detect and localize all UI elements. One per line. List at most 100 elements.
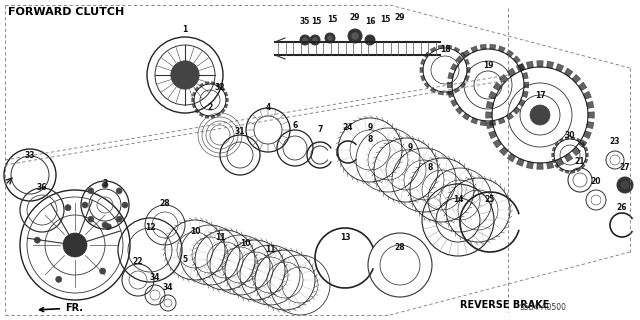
Polygon shape <box>588 112 595 118</box>
Polygon shape <box>583 131 591 139</box>
Polygon shape <box>552 159 556 163</box>
Polygon shape <box>565 170 569 173</box>
Polygon shape <box>555 164 559 168</box>
Text: 25: 25 <box>485 196 495 204</box>
Text: 35: 35 <box>300 18 310 27</box>
Text: 10: 10 <box>240 239 250 249</box>
Polygon shape <box>221 87 225 91</box>
Circle shape <box>171 61 199 89</box>
Text: 30: 30 <box>564 131 575 140</box>
Circle shape <box>116 216 122 222</box>
Polygon shape <box>216 113 221 117</box>
Circle shape <box>300 35 310 45</box>
Text: 26: 26 <box>617 203 627 212</box>
Polygon shape <box>430 47 436 52</box>
Circle shape <box>116 188 122 194</box>
Polygon shape <box>451 63 458 71</box>
Text: 36: 36 <box>36 183 47 193</box>
Circle shape <box>35 237 40 243</box>
Polygon shape <box>490 120 496 126</box>
Text: 11: 11 <box>215 234 225 243</box>
Text: 6: 6 <box>292 121 298 130</box>
Polygon shape <box>564 153 573 162</box>
Polygon shape <box>467 68 470 73</box>
Text: 23: 23 <box>610 138 620 147</box>
Polygon shape <box>584 159 588 163</box>
Text: 31: 31 <box>235 127 245 137</box>
Text: 11: 11 <box>265 245 275 254</box>
Polygon shape <box>526 162 533 169</box>
Polygon shape <box>572 74 580 83</box>
Polygon shape <box>499 118 505 124</box>
Text: 9: 9 <box>367 124 372 132</box>
Text: 15: 15 <box>327 15 337 25</box>
Polygon shape <box>518 63 525 71</box>
Text: 8: 8 <box>367 135 372 145</box>
Polygon shape <box>192 92 196 96</box>
Circle shape <box>100 268 106 274</box>
Polygon shape <box>192 98 194 102</box>
Circle shape <box>303 37 307 43</box>
Text: 28: 28 <box>160 199 170 209</box>
Polygon shape <box>516 64 524 72</box>
Circle shape <box>88 188 94 194</box>
Circle shape <box>621 181 629 189</box>
Circle shape <box>65 205 71 211</box>
Polygon shape <box>571 137 575 140</box>
Text: 3: 3 <box>102 179 108 188</box>
Polygon shape <box>499 74 508 83</box>
Circle shape <box>102 222 108 228</box>
Text: 24: 24 <box>343 124 353 132</box>
Polygon shape <box>499 147 508 156</box>
Polygon shape <box>552 153 554 157</box>
Polygon shape <box>205 116 209 118</box>
Text: 7: 7 <box>317 125 323 134</box>
Text: 8: 8 <box>428 164 433 172</box>
Polygon shape <box>579 139 587 148</box>
Polygon shape <box>522 72 528 79</box>
Polygon shape <box>486 122 493 129</box>
Polygon shape <box>493 82 502 91</box>
Polygon shape <box>430 88 436 93</box>
Polygon shape <box>448 91 454 98</box>
Polygon shape <box>513 56 520 63</box>
Text: 14: 14 <box>452 196 463 204</box>
Polygon shape <box>471 118 477 124</box>
Text: REVERSE BRAKE: REVERSE BRAKE <box>460 300 549 310</box>
Text: 1: 1 <box>182 26 188 35</box>
Text: 29: 29 <box>349 13 360 22</box>
Polygon shape <box>577 138 581 142</box>
Polygon shape <box>225 104 228 108</box>
Text: 17: 17 <box>534 91 545 100</box>
Text: 5: 5 <box>182 255 188 265</box>
Polygon shape <box>559 138 563 142</box>
Polygon shape <box>506 50 513 57</box>
Circle shape <box>56 276 61 282</box>
Polygon shape <box>547 162 554 169</box>
Circle shape <box>312 37 317 43</box>
Circle shape <box>530 105 550 125</box>
Polygon shape <box>586 153 588 157</box>
Circle shape <box>325 33 335 43</box>
Polygon shape <box>583 91 591 99</box>
Circle shape <box>82 202 88 208</box>
Text: 27: 27 <box>620 164 630 172</box>
Polygon shape <box>581 142 585 146</box>
Polygon shape <box>195 109 199 113</box>
Text: FORWARD CLUTCH: FORWARD CLUTCH <box>8 7 124 17</box>
Polygon shape <box>488 91 497 99</box>
Polygon shape <box>513 107 520 114</box>
Polygon shape <box>586 122 594 129</box>
Polygon shape <box>199 83 204 87</box>
Polygon shape <box>460 52 466 58</box>
Polygon shape <box>456 56 463 63</box>
Polygon shape <box>463 113 470 120</box>
Polygon shape <box>424 82 429 88</box>
Polygon shape <box>572 147 580 156</box>
Text: 34: 34 <box>150 274 160 283</box>
Circle shape <box>102 182 108 188</box>
Text: 18: 18 <box>440 45 451 54</box>
Polygon shape <box>507 68 516 77</box>
Text: S5B4-A0500: S5B4-A0500 <box>520 303 567 313</box>
Polygon shape <box>447 45 452 49</box>
